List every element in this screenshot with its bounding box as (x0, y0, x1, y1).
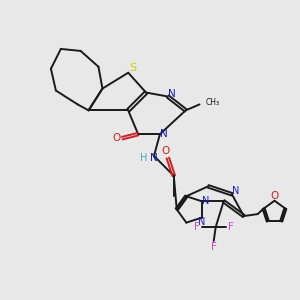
Text: N: N (168, 88, 176, 98)
Text: N: N (202, 196, 209, 206)
Text: N: N (198, 217, 206, 226)
Text: F: F (228, 222, 233, 232)
Text: F: F (194, 222, 200, 232)
Text: O: O (112, 133, 120, 143)
Text: S: S (130, 63, 137, 73)
Text: CH₃: CH₃ (206, 98, 220, 107)
Text: N: N (160, 129, 168, 139)
Text: N: N (232, 186, 240, 196)
Text: H: H (140, 153, 148, 163)
Text: N: N (150, 153, 158, 163)
Text: O: O (162, 146, 170, 156)
Text: F: F (211, 242, 217, 252)
Text: O: O (270, 191, 279, 201)
